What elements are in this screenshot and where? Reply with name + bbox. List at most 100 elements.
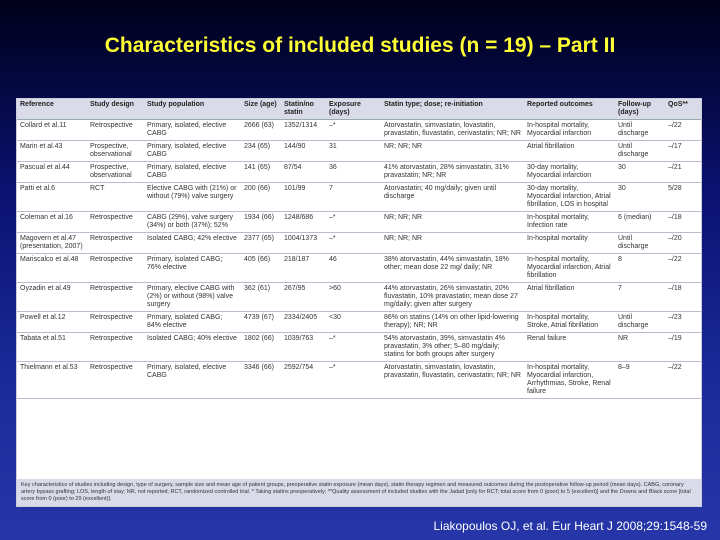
- table-cell: –/22: [665, 361, 701, 399]
- table-cell: –/18: [665, 282, 701, 312]
- table-cell: 1802 (66): [241, 332, 281, 362]
- table-cell: –/20: [665, 232, 701, 254]
- table-cell: 3346 (66): [241, 361, 281, 399]
- table-cell: NR; NR; NR: [381, 140, 524, 162]
- table-cell: Mariscalco et al.48: [17, 253, 87, 283]
- table-row: Magovern et al.47 (presentation, 2007) Re…: [17, 232, 701, 254]
- table-cell: Primary, isolated, elective CABG: [144, 161, 241, 183]
- table-cell: Tabata et al.51: [17, 332, 87, 362]
- table-cell: 2334/2405: [281, 311, 326, 333]
- studies-table-panel: Reference Study design Study population Siz…: [16, 98, 702, 507]
- table-cell: 405 (66): [241, 253, 281, 283]
- table-cell: 141 (65): [241, 161, 281, 183]
- slide-title: Characteristics of included studies (n =…: [104, 34, 616, 57]
- table-row: Marin et al.43 Prospective, observational…: [17, 140, 701, 162]
- table-cell: –/22: [665, 119, 701, 141]
- table-cell: Until discharge: [615, 232, 665, 254]
- table-cell: 46: [326, 253, 381, 283]
- table-header-row: Reference Study design Study population Siz…: [17, 99, 701, 120]
- table-cell: Atorvastatin; 40 mg/daily; given until d…: [381, 182, 524, 212]
- table-cell: Elective CABG with (21%) or without (79%…: [144, 182, 241, 212]
- table-cell: –*: [326, 361, 381, 399]
- column-header: Reference: [17, 99, 87, 120]
- table-cell: Powell et al.12: [17, 311, 87, 333]
- column-header: Study population: [144, 99, 241, 120]
- table-cell: Prospective, observational: [87, 140, 144, 162]
- table-cell: –*: [326, 332, 381, 362]
- table-cell: Primary, isolated, elective CABG: [144, 140, 241, 162]
- table-cell: 1248/686: [281, 211, 326, 233]
- table-cell: 7: [615, 282, 665, 312]
- table-footnote: Key characteristics of studies including…: [17, 479, 701, 506]
- column-header: Statin type; dose; re-initiation: [381, 99, 524, 120]
- table-cell: –/23: [665, 311, 701, 333]
- table-cell: 6 (median): [615, 211, 665, 233]
- column-header: Statin/no statin: [281, 99, 326, 120]
- table-body: Collard et al.11 Retrospective Primary, is…: [17, 119, 701, 399]
- table-cell: Until discharge: [615, 311, 665, 333]
- table-cell: Coleman et al.16: [17, 211, 87, 233]
- table-cell: Atorvastatin, simvastatin, lovastatin, p…: [381, 119, 524, 141]
- table-cell: Magovern et al.47 (presentation, 2007): [17, 232, 87, 254]
- table-cell: 4739 (67): [241, 311, 281, 333]
- table-row: Patti et al.6 RCT Elective CABG with (21%)…: [17, 182, 701, 212]
- table-row: Powell et al.12 Retrospective Primary, iso…: [17, 311, 701, 333]
- table-cell: Retrospective: [87, 253, 144, 283]
- table-cell: 41% atorvastatin, 28% simvastatin, 31% p…: [381, 161, 524, 183]
- table-cell: 234 (65): [241, 140, 281, 162]
- table-cell: Renal failure: [524, 332, 615, 362]
- table-cell: 200 (66): [241, 182, 281, 212]
- table-cell: 8–9: [615, 361, 665, 399]
- table-cell: Primary, isolated CABG; 76% elective: [144, 253, 241, 283]
- table-cell: 7: [326, 182, 381, 212]
- table-cell: Retrospective: [87, 282, 144, 312]
- table-cell: <30: [326, 311, 381, 333]
- table-cell: 218/187: [281, 253, 326, 283]
- table-cell: NR: [615, 332, 665, 362]
- table-cell: Patti et al.6: [17, 182, 87, 212]
- table-cell: Primary, elective CABG with (2%) or with…: [144, 282, 241, 312]
- table-cell: 101/99: [281, 182, 326, 212]
- table-cell: Primary, isolated, elective CABG: [144, 361, 241, 399]
- table-cell: Primary, isolated CABG; 84% elective: [144, 311, 241, 333]
- table-cell: Isolated CABG; 40% elective: [144, 332, 241, 362]
- table-cell: 86% on statins (14% on other lipid-lower…: [381, 311, 524, 333]
- table-cell: 30-day mortality, Myocardial infarction: [524, 161, 615, 183]
- table-cell: 8: [615, 253, 665, 283]
- table-cell: 31: [326, 140, 381, 162]
- table-cell: 44% atorvastatin, 26% simvastatin, 20% f…: [381, 282, 524, 312]
- table-cell: In-hospital mortality, Myocardial infarc…: [524, 361, 615, 399]
- table-row: Collard et al.11 Retrospective Primary, is…: [17, 119, 701, 141]
- column-header: Exposure (days): [326, 99, 381, 120]
- table-cell: –/18: [665, 211, 701, 233]
- table-cell: –/21: [665, 161, 701, 183]
- column-header: Size (age): [241, 99, 281, 120]
- table-row: Mariscalco et al.48 Retrospective Primary,…: [17, 253, 701, 283]
- table-cell: Pascual et al.44: [17, 161, 87, 183]
- studies-table: Reference Study design Study population Siz…: [17, 99, 701, 399]
- table-cell: –*: [326, 211, 381, 233]
- table-cell: 1352/1314: [281, 119, 326, 141]
- table-cell: 38% atorvastatin, 44% simvastatin, 18% o…: [381, 253, 524, 283]
- table-cell: Marin et al.43: [17, 140, 87, 162]
- table-cell: 30-day mortality, Myocardial infarction,…: [524, 182, 615, 212]
- table-cell: 144/90: [281, 140, 326, 162]
- table-cell: >60: [326, 282, 381, 312]
- table-cell: NR; NR; NR: [381, 211, 524, 233]
- table-cell: In-hospital mortality, Myocardial infarc…: [524, 119, 615, 141]
- table-cell: Retrospective: [87, 232, 144, 254]
- table-cell: Prospective, observational: [87, 161, 144, 183]
- table-cell: Oyzadin et al.49: [17, 282, 87, 312]
- table-cell: Until discharge: [615, 119, 665, 141]
- table-cell: Retrospective: [87, 332, 144, 362]
- table-cell: In-hospital mortality, Stroke, Atrial fi…: [524, 311, 615, 333]
- table-cell: Collard et al.11: [17, 119, 87, 141]
- table-cell: Primary, isolated, elective CABG: [144, 119, 241, 141]
- table-cell: 1004/1373: [281, 232, 326, 254]
- table-cell: 1934 (66): [241, 211, 281, 233]
- table-cell: Retrospective: [87, 361, 144, 399]
- table-row: Thielmann et al.53 Retrospective Primary, …: [17, 361, 701, 399]
- table-cell: 267/95: [281, 282, 326, 312]
- table-cell: –/19: [665, 332, 701, 362]
- table-cell: 30: [615, 161, 665, 183]
